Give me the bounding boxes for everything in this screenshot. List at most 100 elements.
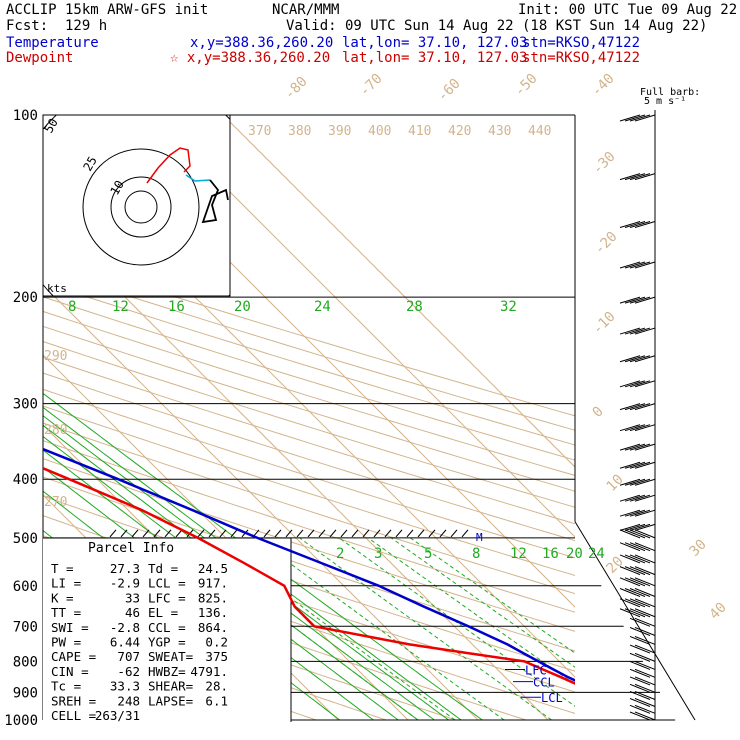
dry-adiabat-line xyxy=(43,341,575,508)
hatch-mark xyxy=(175,529,183,538)
isotherm-label: 0 xyxy=(590,404,607,421)
wind-barb xyxy=(634,355,656,363)
wind-barb xyxy=(629,577,651,587)
wind-barb xyxy=(629,542,651,552)
wind-barb xyxy=(624,380,646,388)
wind-barb xyxy=(619,261,641,269)
isotherm-line xyxy=(152,115,575,538)
wind-barb xyxy=(634,635,656,645)
parcel-key: HWBZ= xyxy=(148,664,186,679)
wind-barb xyxy=(629,711,651,721)
pressure-label: 200 xyxy=(13,290,38,306)
wind-barb xyxy=(624,542,646,552)
parcel-key: CIN = xyxy=(51,664,89,679)
wind-barb xyxy=(624,598,646,608)
isotherm-label: 40 xyxy=(707,600,730,623)
dry-adiabat-line xyxy=(43,296,575,461)
level-label: LCL xyxy=(541,691,563,705)
wind-barb xyxy=(624,461,646,469)
parcel-key: LFC = xyxy=(148,590,186,605)
isotherm-label: -60 xyxy=(435,76,464,105)
hatch-mark xyxy=(120,529,128,538)
legend-temperature-label: Temperature xyxy=(6,35,99,51)
init-time: Init: 00 UTC Tue 09 Aug 22 xyxy=(518,2,738,18)
mixing-ratio-label: 32 xyxy=(500,299,517,315)
parcel-value: 136. xyxy=(198,605,228,620)
pressure-label: 500 xyxy=(13,531,38,547)
wind-barb xyxy=(634,676,656,686)
wind-barb xyxy=(619,577,641,587)
dry-adiabat-line xyxy=(43,422,575,595)
wind-barb xyxy=(634,327,656,335)
adiabat-label: 410 xyxy=(408,124,431,139)
parcel-value: 375 xyxy=(205,649,228,664)
dry-adiabat-line xyxy=(43,325,575,492)
wind-barb xyxy=(624,424,646,432)
parcel-key: SREH = xyxy=(51,693,96,708)
hatch-mark xyxy=(164,529,172,538)
wind-barb xyxy=(619,443,641,451)
parcel-value: 864. xyxy=(198,620,228,635)
wind-barb xyxy=(629,523,651,531)
wind-barb xyxy=(619,403,641,411)
wind-barb xyxy=(619,494,641,502)
mixing-ratio-dashed xyxy=(209,537,456,721)
pressure-label: 700 xyxy=(13,619,38,635)
model-title: ACCLIP 15km ARW-GFS init xyxy=(6,2,209,18)
isotherm-label: -30 xyxy=(590,149,619,178)
legend-temperature-xy: x,y=388.36,260.20 xyxy=(190,35,334,51)
wind-barb xyxy=(629,691,651,700)
adiabat-label-left: 290 xyxy=(44,349,67,364)
valid-time: Valid: 09 UTC Sun 14 Aug 22 (18 KST Sun … xyxy=(286,18,708,34)
adiabat-label-left: 270 xyxy=(44,495,67,510)
wind-barb xyxy=(624,403,646,411)
wind-barb xyxy=(634,221,656,229)
wind-barb xyxy=(624,261,646,269)
wind-barb xyxy=(634,296,656,304)
hodograph-ring xyxy=(110,176,172,238)
wind-barb xyxy=(634,711,656,721)
wind-barb xyxy=(619,566,641,576)
dry-adiabat-line xyxy=(43,458,575,632)
wind-barb xyxy=(634,380,656,388)
hodograph-frame xyxy=(42,114,231,297)
parcel-value: 707 xyxy=(117,649,140,664)
legend-dewpoint-stn: stn=RKSO,47122 xyxy=(522,50,641,66)
hatch-mark xyxy=(406,529,414,538)
parcel-value: 33.3 xyxy=(110,679,140,694)
parcel-value: 46 xyxy=(125,605,140,620)
hatch-mark xyxy=(384,529,392,538)
hatch-mark xyxy=(307,529,315,538)
hodograph-trace-red xyxy=(146,147,191,184)
level-label: LFC xyxy=(525,663,547,677)
temperature-profile xyxy=(43,447,575,682)
wind-barb xyxy=(629,635,651,645)
wind-barb xyxy=(619,296,641,304)
wind-barb xyxy=(629,529,651,539)
parcel-box-bg xyxy=(43,538,291,722)
wind-barb xyxy=(629,509,651,517)
dry-adiabat-line xyxy=(43,405,575,577)
wind-barb xyxy=(629,443,651,451)
wind-barb xyxy=(634,598,656,608)
legend-dewpoint-xy: ☆ x,y=388.36,260.20 xyxy=(170,50,331,66)
wind-barb xyxy=(619,598,641,608)
wind-barb xyxy=(629,704,651,714)
wind-barb xyxy=(634,566,656,576)
mixing-ratio-label: 8 xyxy=(68,299,76,315)
pressure-label: 1000 xyxy=(4,713,38,729)
mixing-ratio-label: 12 xyxy=(112,299,129,315)
mixing-ratio-label: 16 xyxy=(168,299,185,315)
wind-barb xyxy=(624,173,646,181)
wind-barb xyxy=(634,698,656,707)
parcel-value: 28. xyxy=(205,679,228,694)
dry-adiabat-line xyxy=(43,476,575,652)
isotherm-line xyxy=(43,284,479,721)
parcel-key: LI = xyxy=(51,576,81,591)
isotherm-label: 30 xyxy=(687,537,710,560)
wind-barb xyxy=(634,509,656,517)
org-label: NCAR/MMM xyxy=(272,2,340,18)
isotherm-label: -20 xyxy=(592,229,621,258)
hatch-mark xyxy=(461,529,469,538)
mixing-ratio-label-low: 12 xyxy=(510,546,527,562)
